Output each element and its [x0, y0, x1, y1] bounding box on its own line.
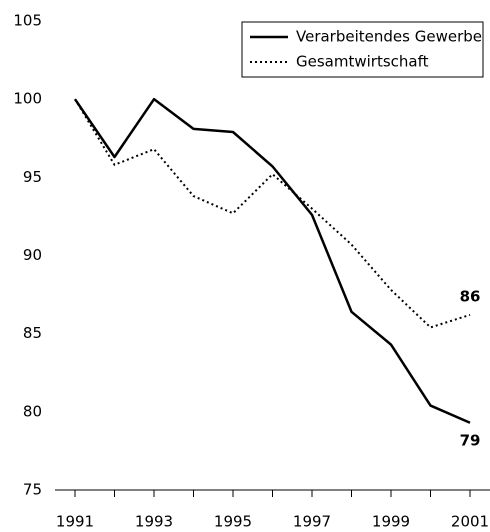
x-tick-label: 1993 [135, 513, 173, 531]
x-tick-label: 1991 [56, 513, 94, 531]
y-tick-label: 85 [23, 324, 42, 342]
x-tick-label: 2001 [451, 513, 489, 531]
legend-box [241, 21, 484, 78]
x-tick-label: 1997 [293, 513, 331, 531]
x-tick-label: 1995 [214, 513, 252, 531]
x-tick-label: 1999 [372, 513, 410, 531]
y-tick-label: 75 [23, 481, 42, 499]
series-line [74, 98, 471, 329]
y-tick-label: 95 [23, 168, 42, 186]
y-tick-label: 80 [23, 402, 42, 420]
series-line [73, 97, 471, 424]
y-tick-label: 100 [13, 90, 42, 108]
value-label: 86 [460, 287, 481, 305]
legend-label: Verarbeitendes Gewerbe [296, 28, 482, 46]
value-label: 79 [460, 431, 481, 449]
y-tick-label: 90 [23, 246, 42, 264]
legend-label: Gesamtwirtschaft [296, 53, 429, 71]
y-tick-label: 105 [13, 12, 42, 30]
